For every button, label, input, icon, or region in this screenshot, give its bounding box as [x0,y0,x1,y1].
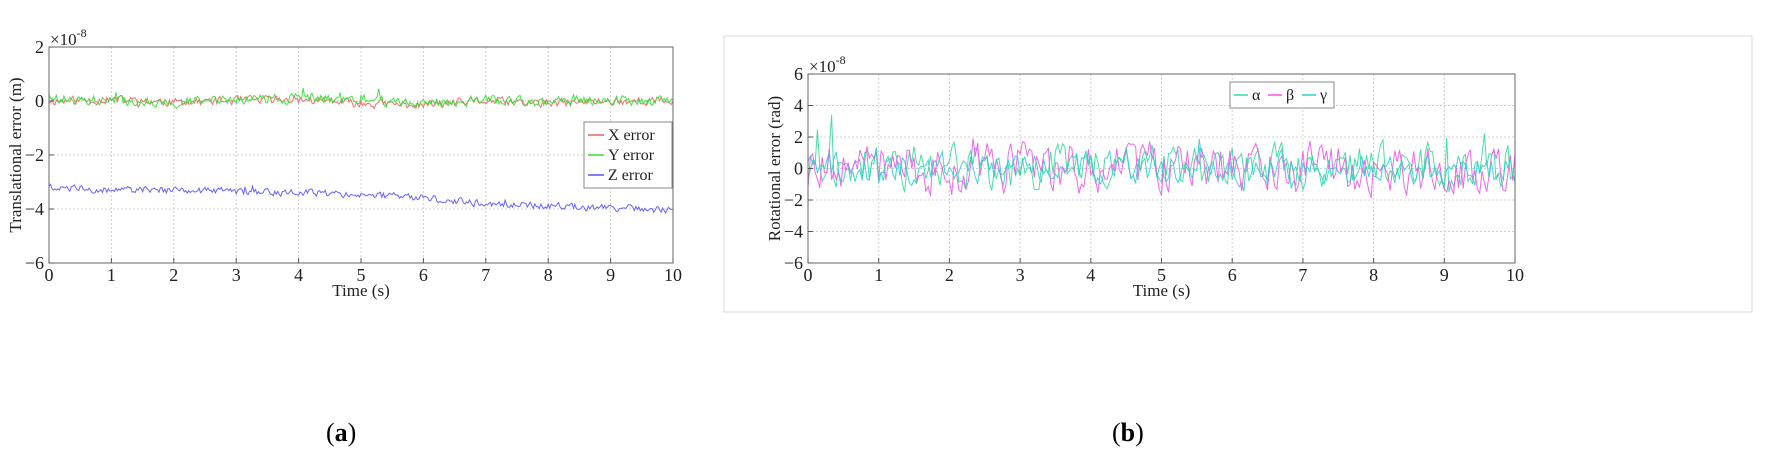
y-tick-label: −2 [25,145,44,165]
x-tick-label: 0 [804,265,813,285]
series-line-Y error [48,87,674,109]
y-tick-label: 4 [794,96,803,116]
y-tick-label: −2 [784,190,803,210]
x-axis-label: Time (s) [1133,281,1190,300]
legend: X error Y error Z error [583,121,673,189]
exponent-power: -8 [77,26,87,40]
x-tick-label: 9 [606,265,615,285]
rotational-error-chart: 0 1 2 3 4 5 6 7 8 9 10 −6 −4 −2 0 2 4 6 Time (s) Rotatio… [765,53,1524,300]
panel-b-border [723,35,1753,313]
y-tick-label: −6 [25,253,44,273]
y-tick-label: 6 [794,64,803,84]
legend-label: β [1286,87,1294,104]
y-ticks: −6 −4 −2 0 2 4 6 [784,64,813,273]
legend-label: Z error [608,167,654,184]
y-tick-label: 2 [35,37,44,57]
y-tick-label: −4 [784,222,803,242]
legend-box [1229,81,1335,109]
x-axis-label: Time (s) [332,281,389,300]
caption-b-letter: b [1120,418,1136,447]
x-tick-label: 9 [1440,265,1449,285]
y-exponent-label: ×10-8 [50,26,87,49]
x-tick-label: 7 [481,265,490,285]
legend-label: γ [1319,87,1327,104]
caption-a: (a) [326,418,357,447]
y-exponent-label: ×10-8 [809,53,846,76]
exponent-base: ×10 [809,57,836,76]
x-tick-label: 3 [232,265,241,285]
series-lines [807,114,1516,199]
x-tick-label: 5 [1157,265,1166,285]
y-axis-label: Translational error (m) [6,77,25,232]
x-tick-label: 2 [945,265,954,285]
x-tick-label: 10 [664,265,682,285]
x-tick-label: 2 [169,265,178,285]
caption-b: (b) [1112,418,1144,447]
y-tick-label: −4 [25,199,44,219]
series-lines [48,87,674,215]
x-ticks: 0 1 2 3 4 5 6 7 8 9 10 [804,258,1524,285]
series-line-α [807,114,1516,193]
x-tick-label: 4 [294,265,303,285]
x-tick-label: 1 [874,265,883,285]
legend-label: α [1252,87,1261,104]
legend-label: Y error [608,147,655,164]
x-tick-label: 6 [419,265,428,285]
x-tick-label: 5 [357,265,366,285]
y-ticks: −6 −4 −2 0 2 [25,37,54,273]
series-line-β [807,138,1516,199]
x-tick-label: 8 [544,265,553,285]
exponent-power: -8 [836,53,846,67]
exponent-base: ×10 [50,30,77,49]
series-line-Z error [48,183,674,215]
x-tick-label: 0 [45,265,54,285]
x-ticks: 0 1 2 3 4 5 6 7 8 9 10 [45,258,682,285]
y-tick-label: 0 [35,91,44,111]
y-tick-label: −6 [784,253,803,273]
x-tick-label: 8 [1369,265,1378,285]
x-tick-label: 3 [1016,265,1025,285]
legend-label: X error [608,127,655,144]
y-axis-label: Rotational error (rad) [765,96,784,241]
grid [48,46,674,264]
caption-a-letter: a [334,418,348,447]
x-tick-label: 4 [1086,265,1095,285]
x-tick-label: 6 [1228,265,1237,285]
series-line-γ [807,138,1516,187]
y-tick-label: 2 [794,127,803,147]
grid [807,73,1516,264]
translational-error-chart: 0 1 2 3 4 5 6 7 8 9 10 −6 −4 −2 0 2 Time (s) Translati… [6,26,682,300]
y-tick-label: 0 [794,159,803,179]
legend: α β γ [1229,81,1335,109]
x-tick-label: 7 [1298,265,1307,285]
x-tick-label: 10 [1506,265,1524,285]
x-tick-label: 1 [107,265,116,285]
